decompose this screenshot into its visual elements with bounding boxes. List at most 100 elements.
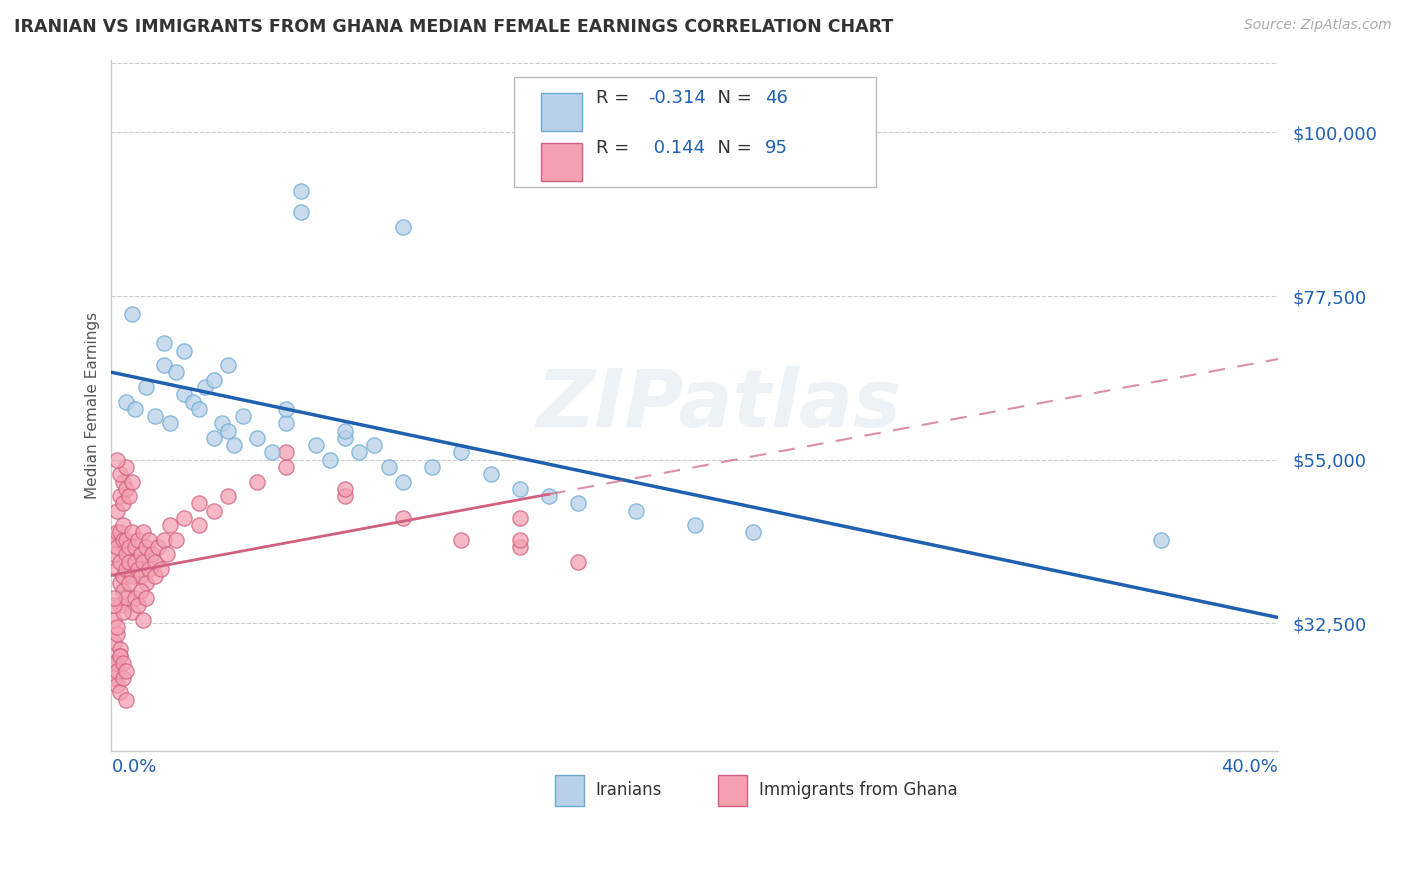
Point <box>121 606 143 620</box>
Point <box>115 664 138 678</box>
Y-axis label: Median Female Earnings: Median Female Earnings <box>86 311 100 499</box>
Point <box>124 540 146 554</box>
Text: 95: 95 <box>765 139 787 157</box>
Point <box>103 598 125 612</box>
Point <box>156 547 179 561</box>
Point <box>105 620 128 634</box>
Point <box>103 533 125 547</box>
Point <box>135 380 157 394</box>
Point <box>349 445 371 459</box>
Point <box>121 525 143 540</box>
Point <box>115 692 138 706</box>
Point <box>392 475 415 489</box>
FancyBboxPatch shape <box>515 77 876 187</box>
Point <box>112 496 135 510</box>
Point <box>143 409 166 423</box>
Text: 0.144: 0.144 <box>648 139 706 157</box>
Text: Iranians: Iranians <box>596 781 662 799</box>
Point <box>103 547 125 561</box>
Point <box>232 409 254 423</box>
Point <box>363 438 385 452</box>
Point <box>108 525 131 540</box>
Point <box>105 503 128 517</box>
Point <box>115 591 138 605</box>
Point <box>112 671 135 685</box>
Point <box>159 518 181 533</box>
Point <box>146 540 169 554</box>
Point <box>165 366 187 380</box>
Point <box>108 685 131 699</box>
Point <box>108 641 131 656</box>
Point <box>153 533 176 547</box>
Point <box>138 533 160 547</box>
Point <box>135 540 157 554</box>
Point <box>165 533 187 547</box>
Text: 46: 46 <box>765 89 787 107</box>
Point <box>124 555 146 569</box>
Point <box>115 460 138 475</box>
Point <box>173 511 195 525</box>
Point <box>105 562 128 576</box>
Point <box>112 475 135 489</box>
Point <box>105 657 128 671</box>
Point <box>132 525 155 540</box>
Point <box>290 184 312 198</box>
Point <box>121 569 143 583</box>
Point <box>153 358 176 372</box>
Point <box>143 555 166 569</box>
Point <box>105 540 128 554</box>
Point <box>173 343 195 358</box>
Point <box>392 219 415 234</box>
Point <box>509 540 531 554</box>
Point <box>173 387 195 401</box>
Text: R =: R = <box>596 139 634 157</box>
Point <box>108 555 131 569</box>
Point <box>105 452 128 467</box>
Point <box>377 460 399 475</box>
Point <box>108 649 131 664</box>
Point <box>103 634 125 648</box>
Point <box>217 358 239 372</box>
Point <box>290 205 312 219</box>
Point <box>194 380 217 394</box>
Point <box>108 576 131 591</box>
Point <box>132 555 155 569</box>
Point <box>217 424 239 438</box>
Point <box>181 394 204 409</box>
Point <box>202 503 225 517</box>
Point <box>127 562 149 576</box>
Point <box>105 678 128 692</box>
Point <box>108 598 131 612</box>
Point <box>567 496 589 510</box>
Point <box>103 613 125 627</box>
Point <box>509 511 531 525</box>
Text: -0.314: -0.314 <box>648 89 706 107</box>
Point <box>276 401 298 416</box>
Bar <box>555 775 583 806</box>
Text: N =: N = <box>706 139 758 157</box>
Point <box>108 467 131 482</box>
Point <box>112 518 135 533</box>
Point <box>479 467 502 482</box>
Point <box>135 591 157 605</box>
Point <box>509 482 531 496</box>
Point <box>121 307 143 321</box>
Point <box>202 373 225 387</box>
Point <box>304 438 326 452</box>
Point <box>683 518 706 533</box>
Point <box>127 598 149 612</box>
Point <box>509 533 531 547</box>
Bar <box>718 775 748 806</box>
Point <box>112 533 135 547</box>
Point <box>187 401 209 416</box>
Point <box>246 431 269 445</box>
Text: ZIPatlas: ZIPatlas <box>536 366 901 444</box>
Point <box>103 591 125 605</box>
Text: 0.0%: 0.0% <box>111 758 157 776</box>
Point <box>103 657 125 671</box>
Text: 40.0%: 40.0% <box>1222 758 1278 776</box>
Point <box>420 460 443 475</box>
Point <box>153 336 176 351</box>
Text: N =: N = <box>706 89 758 107</box>
Point <box>159 417 181 431</box>
